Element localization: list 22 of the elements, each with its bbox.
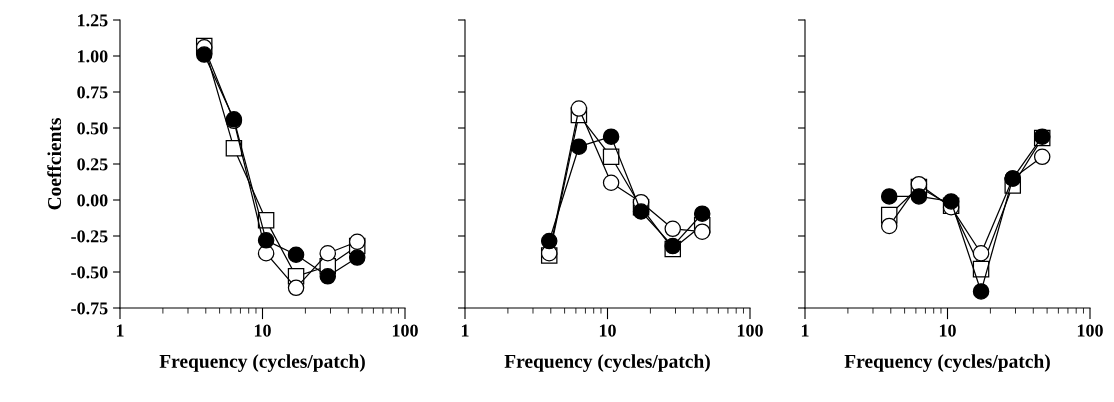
x-tick-label: 100 [1077,324,1103,337]
x-tick-label: 10 [254,324,271,337]
x-tick-label: 1 [801,324,809,337]
y-tick-label: -0.75 [71,302,108,315]
y-tick-label: 0.50 [77,122,108,135]
y-tick-label: 1.00 [78,50,108,63]
y-tick-label: 1.25 [78,14,108,27]
x-axis-title: Frequency (cycles/patch) [844,354,1050,372]
x-tick-label: 1 [461,324,469,337]
y-tick-label: -0.25 [71,230,108,243]
x-axis-title: Frequency (cycles/patch) [159,354,365,372]
x-tick-label: 1 [116,324,124,337]
y-axis-title: Coeffcients [47,118,62,210]
x-tick-label: 100 [392,324,418,337]
x-axis-title: Frequency (cycles/patch) [504,354,710,372]
x-tick-label: 100 [737,324,763,337]
x-tick-label: 10 [939,324,956,337]
y-tick-label: 0.75 [77,86,108,99]
y-tick-label: -0.50 [71,266,108,279]
y-tick-label: 0.25 [77,158,108,171]
x-tick-label: 10 [599,324,616,337]
y-tick-label: 0.00 [77,194,108,207]
